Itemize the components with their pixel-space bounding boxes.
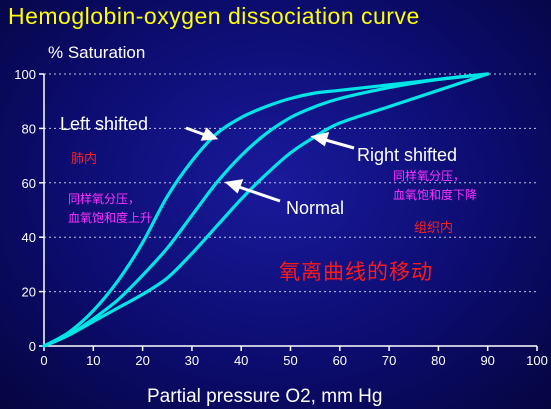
tissue-label: 组织内 bbox=[414, 220, 453, 236]
curve-right-shifted bbox=[42, 72, 490, 348]
y-tick-label-100: 100 bbox=[14, 67, 36, 82]
y-tick-label-0: 0 bbox=[29, 339, 36, 354]
curve-normal bbox=[42, 72, 490, 348]
axes bbox=[39, 73, 538, 351]
right-shifted-arrow bbox=[321, 137, 355, 150]
lung-label: 肺内 bbox=[71, 151, 97, 167]
normal-arrowhead bbox=[224, 179, 244, 194]
curves bbox=[42, 72, 490, 348]
y-tick-label-20: 20 bbox=[22, 285, 36, 300]
y-axis-label: % Saturation bbox=[48, 43, 145, 62]
curve-left-shifted bbox=[42, 72, 490, 348]
tick-labels: 0 10 20 30 40 50 60 70 80 90 100 0 20 40 60 80 100 bbox=[14, 67, 548, 368]
normal-label: Normal bbox=[286, 198, 344, 218]
right-shifted-arrowhead bbox=[310, 131, 330, 147]
x-axis-label: Partial pressure O2, mm Hg bbox=[147, 386, 382, 407]
left-note-line1: 同样氧分压， bbox=[68, 191, 140, 206]
x-tick-label-70: 70 bbox=[382, 353, 396, 368]
left-shifted-arrowhead bbox=[200, 127, 219, 141]
curve-shift-caption: 氧离曲线的移动 bbox=[279, 260, 433, 284]
x-tick-label-10: 10 bbox=[86, 353, 100, 368]
x-tick-label-100: 100 bbox=[526, 353, 548, 368]
right-shifted-label: Right shifted bbox=[357, 145, 457, 165]
x-tick-label-90: 90 bbox=[480, 353, 494, 368]
left-note-line2: 血氧饱和度上升 bbox=[68, 210, 152, 225]
y-tick-label-40: 40 bbox=[22, 230, 36, 245]
y-tick-label-60: 60 bbox=[22, 176, 36, 191]
annotation-arrows bbox=[185, 126, 355, 203]
x-tick-label-40: 40 bbox=[234, 353, 248, 368]
y-tick-label-80: 80 bbox=[22, 121, 36, 136]
x-tick-label-20: 20 bbox=[135, 353, 149, 368]
right-note-line1: 同样氧分压， bbox=[393, 168, 465, 183]
right-note-line2: 血氧饱和度下降 bbox=[393, 187, 477, 202]
x-tick-label-80: 80 bbox=[431, 353, 445, 368]
left-shifted-label: Left shifted bbox=[60, 114, 148, 134]
grid-lines bbox=[44, 73, 537, 293]
x-tick-label-50: 50 bbox=[283, 353, 297, 368]
chart-title: Hemoglobin-oxygen dissociation curve bbox=[8, 3, 420, 29]
x-tick-label-60: 60 bbox=[333, 353, 347, 368]
normal-arrow bbox=[235, 184, 281, 203]
x-tick-label-30: 30 bbox=[185, 353, 199, 368]
x-tick-label-0: 0 bbox=[40, 353, 47, 368]
